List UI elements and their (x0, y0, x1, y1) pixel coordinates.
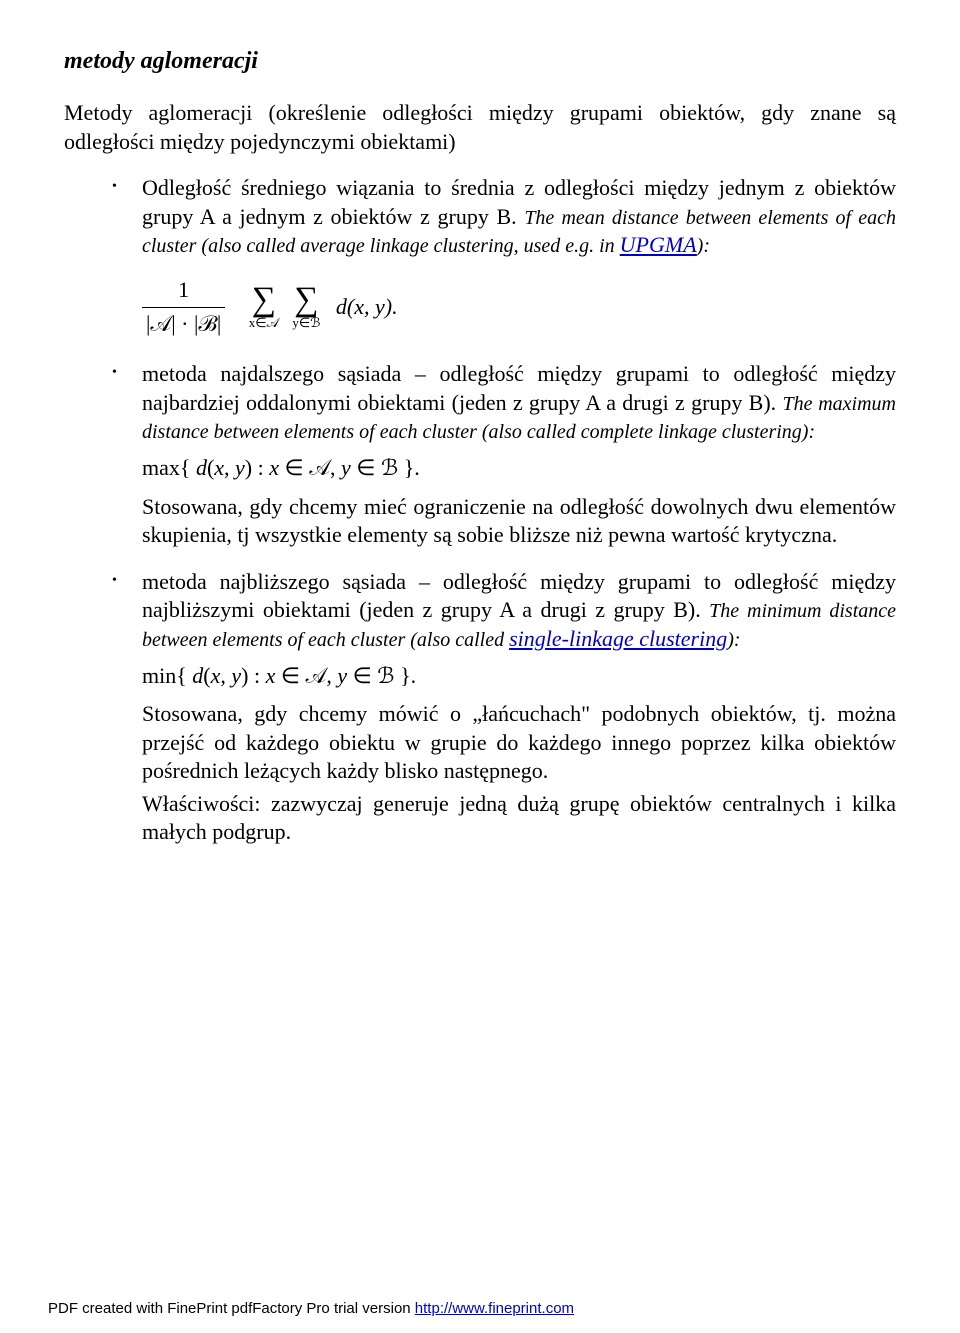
footer-text: PDF created with FinePrint pdfFactory Pr… (48, 1300, 415, 1317)
sigma-icon: ∑ (249, 283, 279, 317)
list-item: metoda najdalszego sąsiada – odległość m… (136, 360, 896, 550)
upgma-link[interactable]: UPGMA (620, 232, 697, 257)
bullet3-para3: Właściwości: zazwyczaj generuje jedną du… (142, 790, 896, 847)
page-heading: metody aglomeracji (64, 48, 896, 75)
bullet3-italic-post: ): (727, 629, 740, 651)
frac-num: 1 (142, 276, 225, 308)
bullet1-italic-post: ): (697, 235, 710, 257)
pdf-footer: PDF created with FinePrint pdfFactory Pr… (48, 1300, 574, 1317)
bullet3-para2: Stosowana, gdy chcemy mówić o „łańcuchac… (142, 700, 896, 786)
list-item: Odległość średniego wiązania to średnia … (136, 174, 896, 338)
single-linkage-link[interactable]: single-linkage clustering (509, 626, 727, 651)
frac-den: |𝒜| · |ℬ| (142, 308, 225, 339)
formula-min: min{ d(x, y) : x ∈ 𝒜, y ∈ ℬ }. (142, 662, 896, 691)
footer-link[interactable]: http://www.fineprint.com (415, 1300, 574, 1317)
sum-sub-2: y∈ℬ (292, 315, 320, 332)
formula-average: 1 |𝒜| · |ℬ| ∑ x∈𝒜 ∑ y∈ℬ d(x, y). (142, 276, 896, 338)
sum-sub-1: x∈𝒜 (249, 315, 279, 332)
bullet-list: Odległość średniego wiązania to średnia … (136, 174, 896, 847)
list-item: metoda najbliższego sąsiada – odległość … (136, 568, 896, 847)
intro-paragraph: Metody aglomeracji (określenie odległośc… (64, 99, 896, 156)
formula-tail: d(x, y). (336, 293, 398, 322)
sigma-icon: ∑ (292, 283, 320, 317)
bullet2-para2: Stosowana, gdy chcemy mieć ograniczenie … (142, 493, 896, 550)
formula-max: max{ d(x, y) : x ∈ 𝒜, y ∈ ℬ }. (142, 454, 896, 483)
